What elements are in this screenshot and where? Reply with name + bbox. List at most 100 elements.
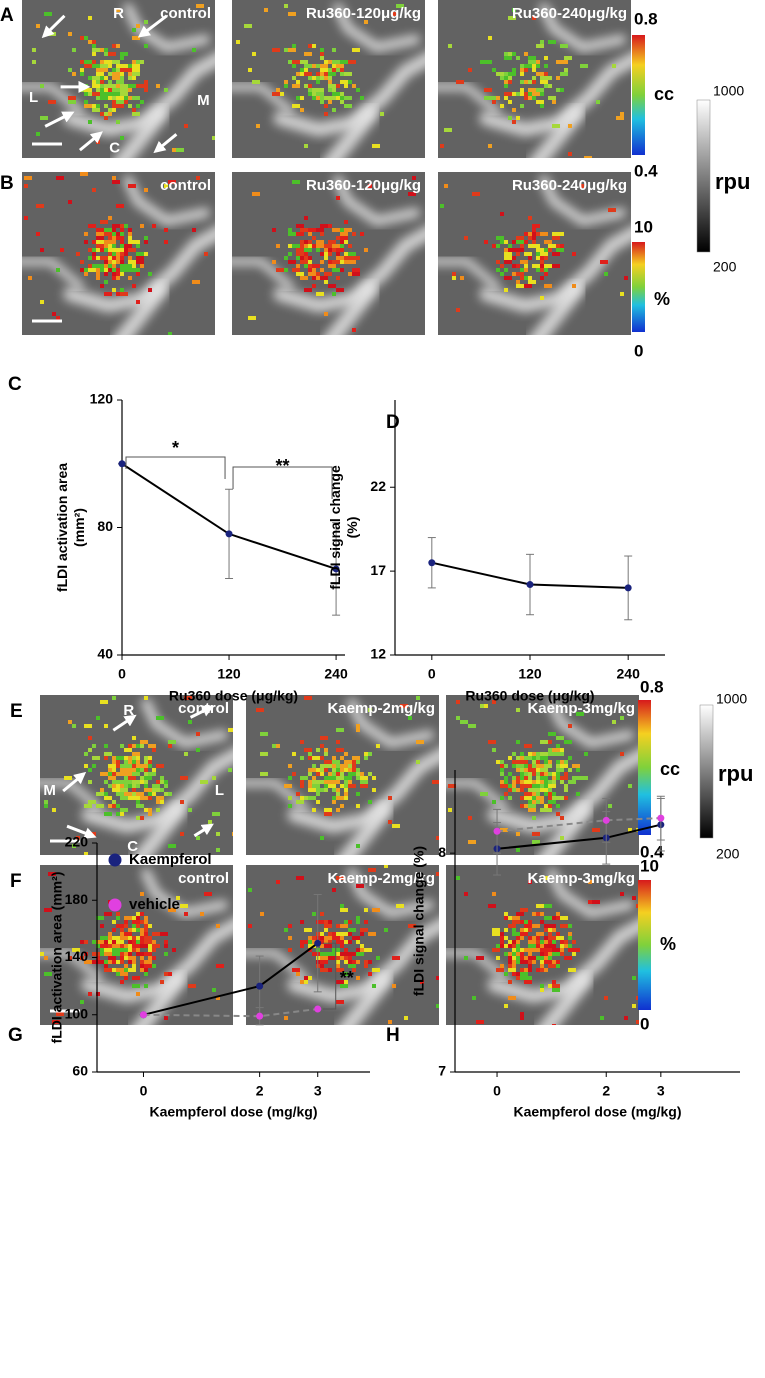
activation-pixel [520,260,528,264]
activation-pixel [508,100,512,104]
activation-pixel [96,240,100,244]
activation-pixel [312,284,316,288]
activation-pixel [548,748,552,752]
activation-pixel [92,44,96,48]
activation-pixel [92,264,96,268]
activation-pixel [460,276,464,280]
activation-pixel [552,796,556,800]
activation-pixel [536,796,544,800]
activation-pixel [332,240,336,244]
activation-pixel [580,856,584,860]
activation-pixel [584,752,588,756]
activation-pixel [548,784,556,788]
vessel [22,257,84,291]
activation-pixel [540,968,544,972]
activation-pixel [124,788,128,792]
activation-pixel [536,244,540,248]
activation-pixel [316,96,320,100]
activation-pixel [468,816,472,820]
activation-pixel [340,240,344,244]
activation-pixel [352,760,356,764]
activation-pixel [512,928,516,932]
activation-pixel [484,240,488,244]
activation-pixel [336,956,340,960]
vessel [141,698,229,748]
activation-pixel [112,784,116,788]
activation-pixel [112,244,116,248]
activation-pixel [492,892,496,896]
activation-pixel [556,772,560,776]
activation-pixel [116,940,124,944]
colorbar-unit: cc [654,84,674,104]
activation-pixel [136,816,140,820]
activation-pixel [320,252,324,256]
activation-pixel [144,784,148,788]
activation-pixel [356,952,360,956]
activation-pixel [84,752,88,756]
activation-pixel [324,784,328,788]
activation-pixel [544,764,552,768]
y-axis-label: fLDI signal change (%) [411,846,427,996]
activation-pixel [556,244,560,248]
activation-pixel [504,256,512,260]
activation-pixel [140,936,144,940]
activation-pixel [96,916,104,920]
activation-pixel [520,768,524,772]
x-tick-label: 120 [217,666,241,682]
activation-pixel [552,924,556,928]
activation-pixel [260,772,268,776]
activation-pixel [276,880,280,884]
activation-pixel [216,924,220,928]
activation-pixel [112,936,116,940]
activation-pixel [572,952,576,956]
activation-pixel [128,76,132,80]
activation-pixel [528,60,536,64]
activation-pixel [336,748,344,752]
activation-pixel [464,956,468,960]
activation-pixel [316,244,324,248]
data-point [256,1012,264,1020]
activation-pixel [360,944,364,948]
activation-pixel [104,240,112,244]
activation-pixel [616,116,624,120]
activation-pixel [552,916,556,920]
activation-pixel [148,812,152,816]
activation-pixel [136,744,140,748]
activation-pixel [128,84,136,88]
activation-pixel [528,936,532,940]
activation-pixel [444,184,448,188]
activation-pixel [504,776,508,780]
activation-pixel [532,788,540,792]
activation-pixel [80,1000,84,1004]
activation-pixel [56,176,64,180]
activation-pixel [56,268,60,272]
activation-pixel [112,952,116,956]
activation-pixel [112,968,116,972]
activation-pixel [356,768,360,772]
activation-pixel [528,968,532,972]
activation-pixel [528,776,532,780]
activation-pixel [508,16,516,20]
colorbar [638,700,651,835]
activation-pixel [556,768,564,772]
activation-pixel [500,272,504,276]
activation-pixel [92,80,96,84]
activation-pixel [132,772,136,776]
significance-label: ** [276,456,290,476]
data-point [256,982,264,990]
activation-pixel [528,788,532,792]
activation-pixel [104,272,108,276]
activation-pixel [84,272,88,276]
activation-pixel [152,768,156,772]
activation-pixel [524,80,528,84]
activation-pixel [148,792,152,796]
activation-pixel [348,760,352,764]
activation-pixel [308,752,312,756]
activation-pixel [344,768,348,772]
activation-pixel [520,780,524,784]
y-tick-label: 80 [97,518,113,534]
activation-pixel [100,268,104,272]
activation-pixel [324,808,332,812]
activation-pixel [148,924,152,928]
activation-pixel [512,8,516,12]
